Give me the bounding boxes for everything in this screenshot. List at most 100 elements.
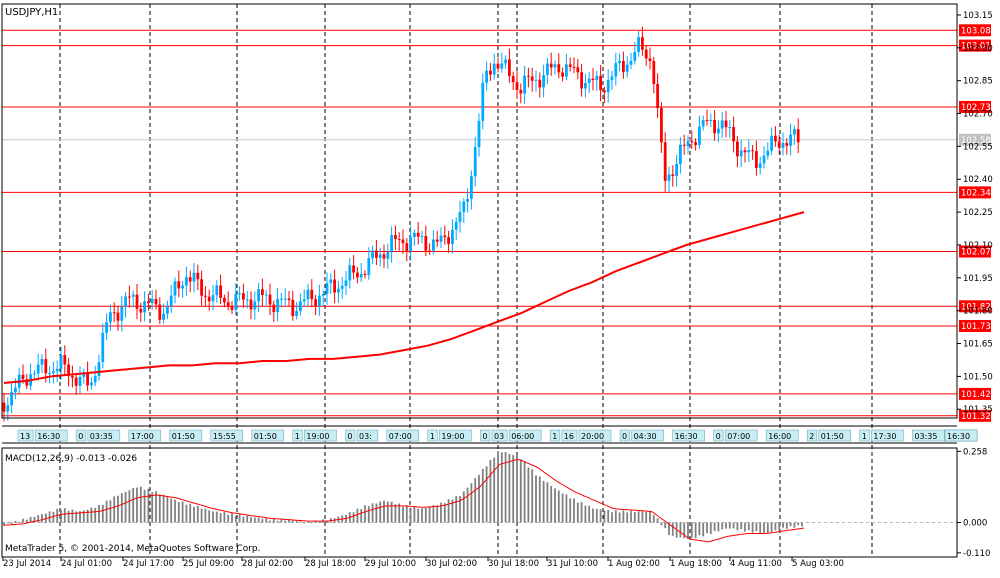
macd-histogram-bar xyxy=(497,451,499,523)
event-marker-box xyxy=(724,429,758,442)
macd-histogram-bar xyxy=(709,522,712,534)
event-marker-box xyxy=(631,429,664,442)
candle-body xyxy=(523,75,526,94)
candle-body xyxy=(375,250,378,258)
event-marker-box xyxy=(549,429,561,442)
candle-body xyxy=(291,300,295,317)
candle-body xyxy=(774,135,777,142)
event-marker-box xyxy=(480,429,491,442)
macd-histogram-bar xyxy=(645,511,648,523)
macd-histogram-bar xyxy=(500,452,503,523)
candle-body xyxy=(314,299,317,306)
candle-body xyxy=(728,127,732,129)
price-level-tag xyxy=(959,24,991,37)
macd-histogram-bar xyxy=(584,505,587,523)
candle-body xyxy=(477,120,481,148)
macd-histogram-bar xyxy=(79,511,81,523)
macd-histogram-bar xyxy=(744,522,746,532)
macd-histogram-bar xyxy=(174,499,176,523)
macd-histogram-bar xyxy=(360,509,363,523)
candle-body xyxy=(473,147,477,177)
candle-body xyxy=(451,229,454,245)
x-tick-label: 1 Aug 02:00 xyxy=(608,559,660,569)
event-marker-label: 06:00 xyxy=(511,432,534,441)
event-marker-label: 16:30 xyxy=(37,432,60,441)
price-level-tag xyxy=(959,100,991,113)
candle-body xyxy=(648,58,652,62)
macd-histogram-bar xyxy=(774,522,777,531)
event-marker-box xyxy=(356,429,379,442)
candle-body xyxy=(557,64,561,73)
candle-body xyxy=(720,120,724,129)
candle-body xyxy=(698,126,701,146)
candle-body xyxy=(724,120,728,128)
candle-body xyxy=(10,392,13,406)
event-marker-box xyxy=(818,429,852,442)
moving-average-line xyxy=(3,211,805,384)
candle-body xyxy=(652,61,656,84)
candle-body xyxy=(321,293,325,296)
candle-body xyxy=(25,379,29,386)
event-marker-box xyxy=(34,429,68,442)
macd-signal-line xyxy=(3,459,805,543)
macd-histogram-bar xyxy=(155,491,157,523)
macd-histogram-bar xyxy=(310,522,313,524)
macd-histogram-bar xyxy=(679,522,682,538)
event-marker-label: 16:00 xyxy=(768,432,791,441)
macd-histogram-bar xyxy=(67,510,70,523)
macd-histogram-bar xyxy=(550,485,553,523)
candle-body xyxy=(675,163,678,177)
macd-histogram-bar xyxy=(493,457,496,523)
candle-body xyxy=(568,64,572,67)
candle-body xyxy=(306,289,310,300)
candle-body xyxy=(52,371,55,373)
candle-body xyxy=(257,289,260,302)
macd-histogram-bar xyxy=(713,522,716,531)
macd-histogram-bar xyxy=(109,500,112,523)
macd-histogram-bar xyxy=(29,516,32,523)
event-marker-box xyxy=(439,429,472,442)
macd-histogram-bar xyxy=(725,522,727,529)
candle-body xyxy=(268,294,272,305)
event-marker-label: 03: xyxy=(359,432,372,441)
macd-histogram-bar xyxy=(25,519,28,523)
x-tick-label: 28 Jul 18:00 xyxy=(305,559,356,569)
candle-body xyxy=(401,239,405,244)
event-marker-label: 0 xyxy=(78,432,83,441)
macd-histogram-bar xyxy=(565,494,568,523)
macd-histogram-bar xyxy=(523,461,526,523)
macd-histogram-bar xyxy=(86,509,89,523)
candle-body xyxy=(538,79,542,88)
macd-histogram-bar xyxy=(508,453,511,523)
event-marker-label: 1 xyxy=(295,432,300,441)
macd-histogram-bar xyxy=(649,510,651,523)
candle-body xyxy=(796,129,800,143)
macd-histogram-bar xyxy=(702,522,705,537)
event-marker-label: 0 xyxy=(347,432,352,441)
macd-histogram-bar xyxy=(379,501,382,523)
macd-histogram-bar xyxy=(71,509,74,523)
macd-histogram-bar xyxy=(614,510,617,523)
macd-histogram-bar xyxy=(166,497,169,523)
candle-body xyxy=(770,135,773,151)
macd-histogram-bar xyxy=(120,493,123,523)
candle-body xyxy=(542,74,545,88)
candle-body xyxy=(116,312,120,321)
candle-body xyxy=(143,301,146,313)
candle-body xyxy=(101,332,105,363)
macd-histogram-bar xyxy=(466,487,469,523)
price-level-tag xyxy=(959,409,991,422)
candle-body xyxy=(739,150,743,157)
price-level-label: 101.42 xyxy=(961,390,991,400)
candle-body xyxy=(348,265,352,281)
event-marker-box xyxy=(508,429,542,442)
macd-histogram-bar xyxy=(367,506,370,523)
candle-body xyxy=(717,128,720,134)
macd-histogram-bar xyxy=(668,522,670,536)
macd-histogram-bar xyxy=(33,516,36,523)
macd-histogram-bar xyxy=(671,522,674,536)
candle-body xyxy=(599,75,602,91)
